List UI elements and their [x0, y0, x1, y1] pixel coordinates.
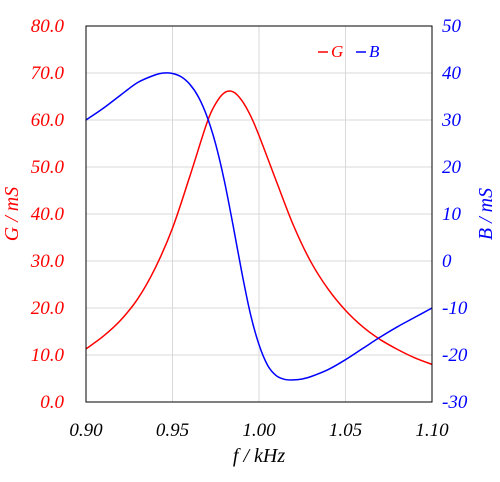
tick-labels: 0.0 10.0 20.0 30.0 40.0 50.0 60.0 70.0 80.0 -30 -2…	[30, 16, 468, 441]
y-tick-label-left: 60.0	[31, 110, 65, 131]
y-tick-label-left: 0.0	[40, 392, 64, 413]
x-tick-label: 0.90	[69, 420, 103, 441]
y-tick-label-right: -20	[442, 345, 468, 366]
y-tick-label-left: 40.0	[31, 204, 65, 225]
y-tick-label-right: 0	[442, 251, 452, 272]
x-tick-label: 1.10	[415, 420, 449, 441]
y-tick-label-left: 30.0	[30, 251, 65, 272]
y-tick-label-right: 40	[442, 63, 462, 84]
y-axis-label-right: B / mS	[475, 188, 497, 240]
plot-frame	[85, 25, 433, 403]
series-line-b	[85, 72, 433, 381]
y-tick-label-right: -10	[442, 298, 468, 319]
y-tick-label-left: 20.0	[31, 298, 65, 319]
y-axis-label-left: G / mS	[1, 187, 23, 241]
y-tick-label-right: 10	[442, 204, 462, 225]
x-axis-label: f / kHz	[233, 445, 285, 467]
y-tick-label-left: 80.0	[31, 16, 65, 37]
x-tick-label: 1.00	[242, 420, 276, 441]
legend: G B	[318, 42, 380, 61]
y-tick-label-right: 50	[442, 16, 462, 37]
x-tick-label: 1.05	[329, 420, 362, 441]
y-tick-label-left: 50.0	[31, 157, 65, 178]
legend-b-label: B	[369, 42, 380, 61]
series-group	[85, 72, 433, 381]
y-tick-label-right: 20	[442, 157, 462, 178]
x-tick-label: 0.95	[156, 420, 189, 441]
series-line-g	[85, 90, 433, 366]
legend-g-label: G	[331, 42, 343, 61]
y-tick-label-right: 30	[441, 110, 462, 131]
y-tick-label-left: 10.0	[31, 345, 65, 366]
y-tick-label-right: -30	[442, 392, 468, 413]
y-tick-label-left: 70.0	[31, 63, 65, 84]
